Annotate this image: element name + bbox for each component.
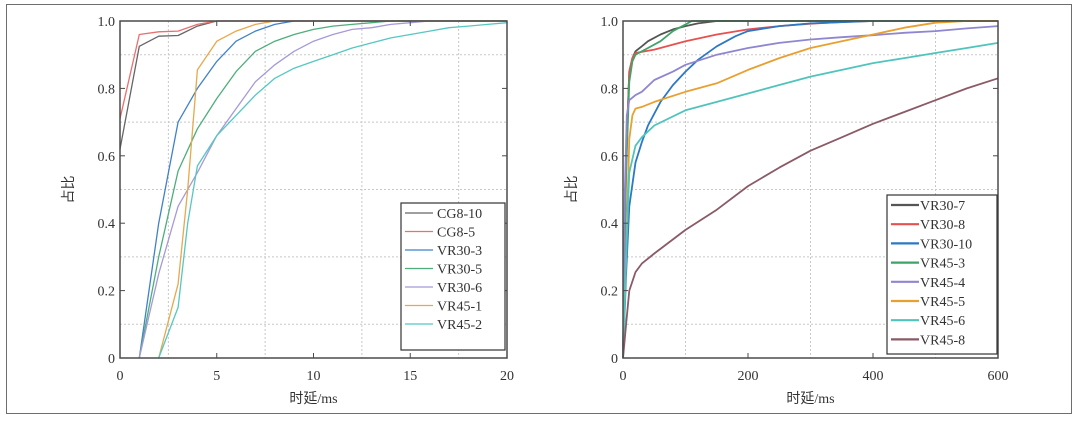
x-tick-label: 200 — [738, 369, 759, 384]
legend-label: VR45-8 — [920, 333, 965, 348]
series-line-vr45-2 — [158, 22, 508, 359]
y-tick-label: 0.6 — [98, 150, 116, 165]
y-tick-label: 1.0 — [601, 15, 619, 30]
series-line-vr30-5 — [138, 20, 507, 359]
legend-label: VR30-5 — [437, 263, 482, 278]
series-line-vr30-10 — [622, 20, 998, 359]
series-line-vr45-6 — [622, 42, 999, 359]
legend-item: CG8-5 — [405, 226, 475, 241]
series-line-vr30-6 — [138, 20, 507, 359]
x-tick-label: 10 — [307, 369, 321, 384]
legend: CG8-10 CG8-5 VR30-3 VR30-5 VR30-6 VR45-1 VR45-… — [400, 202, 506, 351]
legend-item: VR45-1 — [405, 300, 482, 315]
series-line-vr45-5 — [622, 20, 998, 359]
legend-label: CG8-5 — [437, 226, 475, 241]
legend-item: VR30-5 — [405, 263, 482, 278]
legend-label: VR45-6 — [920, 314, 965, 329]
x-tick-label: 400 — [863, 369, 884, 384]
x-tick-label: 15 — [403, 369, 417, 384]
y-tick-label: 0.2 — [98, 285, 116, 300]
x-tick-label: 20 — [500, 369, 514, 384]
legend-label: VR45-1 — [437, 300, 482, 315]
legend-item: VR45-6 — [891, 314, 965, 329]
x-tick-label: 5 — [213, 369, 220, 384]
x-tick-label: 0 — [117, 369, 124, 384]
y-tick-label: 0.8 — [601, 82, 619, 97]
y-tick-label: 0.6 — [601, 150, 619, 165]
legend-label: VR45-5 — [920, 295, 965, 310]
legend-label: VR45-4 — [920, 276, 965, 291]
legend: VR30-7 VR30-8 VR30-10 VR45-3 VR45-4 VR45-5 VR4… — [886, 194, 998, 355]
legend-label: VR30-7 — [920, 199, 965, 214]
legend-label: VR30-3 — [437, 244, 482, 259]
chart-1: 0 5 10 15 2000.20.40.60.81.0时延/ms占比CG8-10CG8… — [61, 15, 514, 407]
x-tick-label: 0 — [620, 369, 627, 384]
y-tick-label: 0 — [611, 352, 618, 367]
y-tick-label: 0.4 — [601, 217, 619, 232]
legend-label: VR45-3 — [920, 257, 965, 272]
series-line-vr45-1 — [158, 20, 507, 359]
y-tick-label: 0.2 — [601, 285, 619, 300]
legend-item: VR45-2 — [405, 318, 482, 333]
y-tick-label: 0 — [108, 352, 115, 367]
y-tick-label: 0.8 — [98, 82, 116, 97]
chart-2: 0 200 400 60000.20.40.60.81.0时延/ms占比VR30-7V… — [564, 15, 1009, 407]
legend-item: VR45-3 — [891, 257, 965, 272]
legend-box — [400, 202, 506, 351]
y-tick-label: 1.0 — [98, 15, 116, 30]
legend-label: VR30-6 — [437, 281, 482, 296]
legend-item: VR45-8 — [891, 333, 965, 348]
series-line-vr45-4 — [622, 25, 999, 359]
legend-box — [886, 194, 998, 355]
x-axis-title: 时延/ms — [786, 391, 834, 407]
legend-item: VR30-3 — [405, 244, 482, 259]
legend-label: CG8-10 — [437, 207, 482, 222]
y-tick-label: 0.4 — [98, 217, 116, 232]
legend-label: VR30-8 — [920, 218, 965, 233]
legend-item: CG8-10 — [405, 207, 482, 222]
legend-item: VR45-4 — [891, 276, 965, 291]
legend-label: VR30-10 — [920, 237, 972, 252]
series-line-vr45-8 — [622, 77, 999, 359]
x-tick-label: 600 — [988, 369, 1009, 384]
plot-area-border — [622, 20, 999, 359]
legend-item: VR30-6 — [405, 281, 482, 296]
legend-label: VR45-2 — [437, 318, 482, 333]
legend-item: VR30-10 — [891, 237, 972, 252]
figure-frame — [6, 4, 1072, 414]
legend-item: VR30-7 — [891, 199, 965, 214]
x-axis-title: 时延/ms — [289, 391, 337, 407]
legend-item: VR30-8 — [891, 218, 965, 233]
series-line-cg8-10 — [119, 20, 507, 150]
y-axis-title: 占比 — [61, 176, 77, 204]
y-axis-title: 占比 — [564, 176, 580, 204]
legend-item: VR45-5 — [891, 295, 965, 310]
